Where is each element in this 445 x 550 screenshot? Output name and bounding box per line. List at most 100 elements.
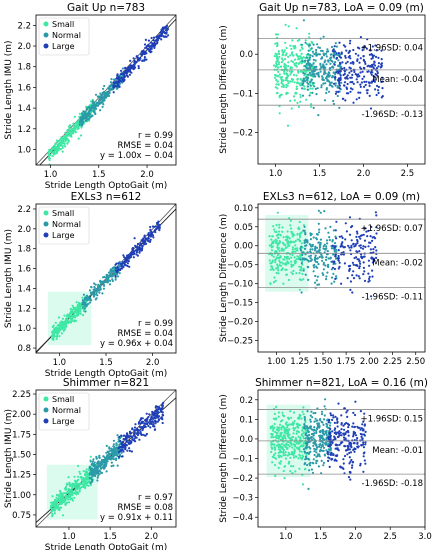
data-point [293,420,296,423]
data-point [326,452,329,455]
data-point [294,470,297,473]
data-point [332,253,335,256]
legend-label: Large [52,42,75,51]
data-point [295,53,298,56]
data-point [89,460,92,463]
data-point [301,272,304,276]
data-point [309,54,312,57]
data-point [99,109,102,112]
y-tick-label: 2.25 [12,390,31,400]
data-point [56,334,59,337]
data-point [135,253,138,256]
data-point [325,76,328,79]
data-point [292,54,295,57]
data-point [304,72,307,75]
data-point [372,63,375,66]
data-point [335,237,338,240]
data-point [333,435,336,438]
data-point [112,443,115,446]
data-point [321,78,324,81]
data-point [54,321,57,324]
data-point [349,478,352,481]
data-point [336,257,339,260]
data-point [158,225,161,228]
data-point [372,75,375,78]
data-point [345,49,348,52]
data-point [363,85,366,88]
data-point [293,234,296,237]
data-point [380,96,383,99]
data-point [332,71,335,74]
data-point [329,257,332,260]
data-point [148,49,151,52]
data-point [61,150,64,153]
data-point [377,56,380,60]
data-point [327,231,330,234]
data-point [86,477,89,480]
data-point [322,423,325,426]
data-point [305,98,308,101]
data-point [149,238,152,241]
data-point [113,450,117,453]
data-point [118,435,121,438]
data-point [322,449,325,452]
data-point [50,509,54,512]
data-point [289,44,292,47]
data-point [323,414,326,417]
data-point [65,483,68,486]
data-point [114,85,117,88]
legend-marker [43,210,49,216]
data-point [144,50,147,53]
data-point [374,44,377,47]
data-point [372,78,375,81]
data-point [286,446,289,450]
data-point [287,25,290,28]
data-point [63,328,66,331]
data-point [335,45,338,48]
data-point [78,306,81,309]
data-point [280,442,283,446]
data-point [61,144,64,147]
data-point [143,234,146,237]
data-point [344,238,347,241]
data-point [118,85,121,88]
data-point [362,452,365,455]
data-point [273,276,276,279]
data-point [335,275,338,278]
data-point [292,427,295,430]
data-point [294,239,297,243]
x-tick-label: 2.00 [360,357,379,367]
data-point [278,264,281,267]
data-point [321,259,324,262]
data-point [321,444,325,447]
data-point [366,235,369,238]
data-point [323,99,327,102]
data-point [117,83,120,86]
data-point [325,91,328,95]
data-point [88,476,91,479]
data-point [154,419,157,422]
data-point [275,234,278,237]
data-point [99,463,102,466]
data-point [337,402,340,405]
data-point [284,54,287,57]
data-point [341,61,344,64]
data-point [274,435,277,439]
y-axis-label: Stride Length IMU (m) [4,40,14,139]
data-point [302,19,305,22]
x-tick-label: 3.0 [418,532,432,542]
data-point [288,460,291,463]
data-point [103,99,106,102]
data-point [332,414,335,417]
data-point [311,83,314,86]
data-point [373,259,376,262]
data-point [282,434,285,437]
data-point [282,258,285,261]
data-point [84,303,87,306]
stat-annotation: RMSE = 0.04 [118,329,173,339]
data-point [129,59,132,63]
data-point [283,255,286,259]
data-point [298,446,301,449]
data-point [317,71,320,74]
